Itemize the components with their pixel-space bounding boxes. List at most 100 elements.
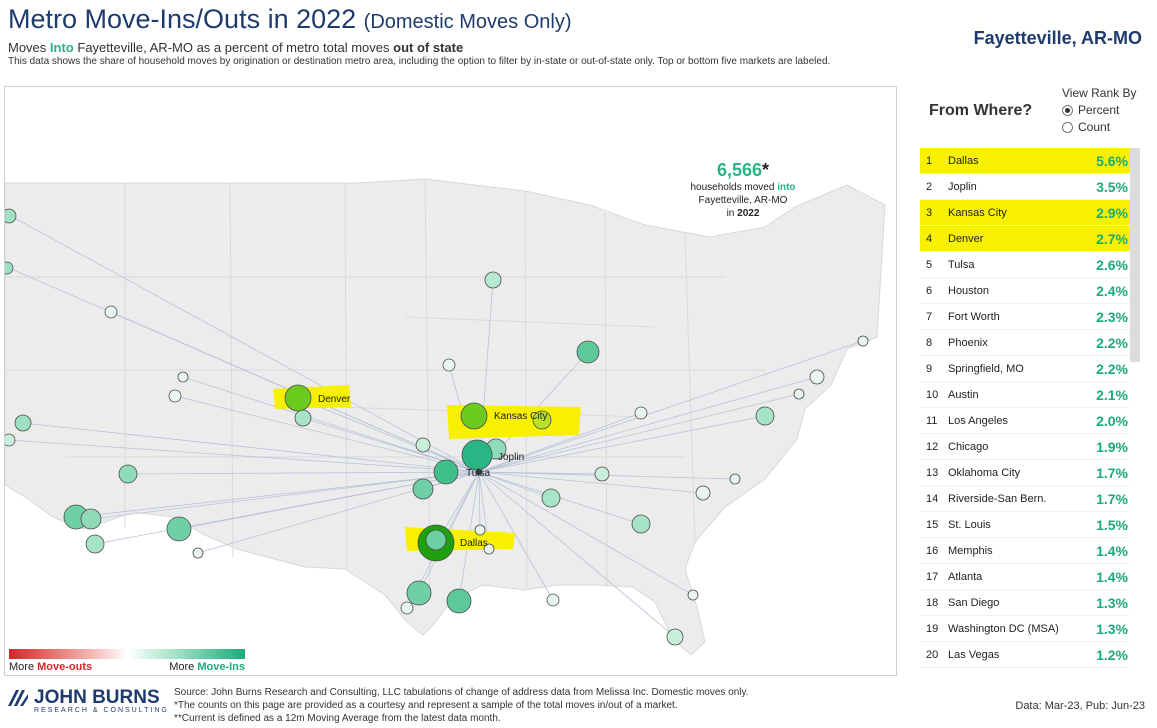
bubble[interactable] [474, 524, 486, 536]
legend-out-label: Move-outs [37, 661, 93, 673]
us-map[interactable]: Denver Kansas City Joplin Tulsa Dallas [5, 87, 898, 677]
rank-metro-name: Atlanta [948, 570, 983, 583]
rank-metro-name: Houston [948, 284, 989, 297]
bubble[interactable] [177, 371, 189, 383]
radio-percent[interactable] [1062, 104, 1073, 116]
rank-row[interactable]: 10 Austin 2.1% [920, 382, 1130, 408]
legend-in-label: Move-Ins [197, 661, 245, 673]
bubble[interactable] [546, 593, 560, 607]
color-legend: More Move-outs More Move-Ins [9, 649, 245, 673]
rank-number: 15 [926, 518, 939, 531]
header: Metro Move-Ins/Outs in 2022 (Domestic Mo… [8, 4, 1148, 68]
rank-metro-name: San Diego [948, 596, 1000, 609]
bubble[interactable] [755, 406, 775, 426]
bubble[interactable] [532, 410, 552, 430]
map-panel[interactable]: Denver Kansas City Joplin Tulsa Dallas 6… [4, 86, 897, 676]
bubble[interactable] [442, 358, 456, 372]
bubble-tulsa[interactable] [433, 459, 459, 485]
rank-row[interactable]: 14 Riverside-San Bern. 1.7% [920, 486, 1130, 512]
option-count[interactable]: Count [1062, 120, 1136, 134]
rank-number: 20 [926, 648, 939, 661]
rank-row[interactable]: 4 Denver 2.7% [920, 226, 1130, 252]
rank-row[interactable]: 11 Los Angeles 2.0% [920, 408, 1130, 434]
label-denver: Denver [318, 394, 351, 405]
rank-row[interactable]: 9 Springfield, MO 2.2% [920, 356, 1130, 382]
bubble[interactable] [168, 389, 182, 403]
rank-row[interactable]: 17 Atlanta 1.4% [920, 564, 1130, 590]
bubble-phoenix[interactable] [166, 516, 192, 542]
bubble[interactable] [192, 547, 204, 559]
rank-row[interactable]: 16 Memphis 1.4% [920, 538, 1130, 564]
rank-row[interactable]: 2 Joplin 3.5% [920, 174, 1130, 200]
rank-percent: 1.9% [1096, 438, 1128, 455]
bubble[interactable] [14, 414, 32, 432]
option-percent[interactable]: Percent [1062, 103, 1136, 117]
bubble[interactable] [729, 473, 741, 485]
bubble[interactable] [5, 208, 17, 224]
rank-list[interactable]: 1 Dallas 5.6% 2 Joplin 3.5% 3 Kansas City 2.9% 4 D… [920, 148, 1130, 668]
rank-percent: 3.5% [1096, 178, 1128, 195]
bubble[interactable] [857, 335, 869, 347]
rank-percent: 1.3% [1096, 594, 1128, 611]
bubble[interactable] [809, 369, 825, 385]
bubble[interactable] [118, 464, 138, 484]
rank-row[interactable]: 12 Chicago 1.9% [920, 434, 1130, 460]
bubble[interactable] [634, 406, 648, 420]
rank-row[interactable]: 3 Kansas City 2.9% [920, 200, 1130, 226]
rank-row[interactable]: 8 Phoenix 2.2% [920, 330, 1130, 356]
rank-percent: 2.0% [1096, 412, 1128, 429]
rank-row[interactable]: 5 Tulsa 2.6% [920, 252, 1130, 278]
rank-row[interactable]: 6 Houston 2.4% [920, 278, 1130, 304]
bubble[interactable] [85, 534, 105, 554]
bubble-chicago[interactable] [576, 340, 600, 364]
radio-count[interactable] [1062, 121, 1073, 133]
source-line1: Source: John Burns Research and Consulti… [174, 687, 749, 698]
rank-metro-name: Chicago [948, 440, 989, 453]
logo-line2: RESEARCH & CONSULTING [34, 707, 169, 714]
rank-row[interactable]: 7 Fort Worth 2.3% [920, 304, 1130, 330]
bubble[interactable] [5, 261, 14, 275]
rank-row[interactable]: 19 Washington DC (MSA) 1.3% [920, 616, 1130, 642]
bubble[interactable] [594, 466, 610, 482]
bubble-fort-worth[interactable] [425, 529, 447, 551]
bubble[interactable] [104, 305, 118, 319]
bubble-denver[interactable] [284, 384, 312, 412]
bubble[interactable] [541, 488, 561, 508]
bubble[interactable] [483, 543, 495, 555]
from-where-title: From Where? [929, 102, 1033, 119]
bubble[interactable] [484, 271, 502, 289]
label-tulsa: Tulsa [466, 468, 491, 479]
bubble-kansas-city[interactable] [460, 402, 488, 430]
us-landmass [5, 178, 886, 656]
rank-metro-name: Austin [948, 388, 979, 401]
scrollbar[interactable] [1130, 148, 1140, 362]
bubble[interactable] [400, 601, 414, 615]
callout-year: 2022 [737, 208, 760, 219]
rank-row[interactable]: 1 Dallas 5.6% [920, 148, 1130, 174]
rank-row[interactable]: 20 Las Vegas 1.2% [920, 642, 1130, 668]
bubble-okc[interactable] [412, 478, 434, 500]
rank-row[interactable]: 18 San Diego 1.3% [920, 590, 1130, 616]
page-title: Metro Move-Ins/Outs in 2022 (Domestic Mo… [8, 4, 1148, 35]
rank-number: 13 [926, 466, 939, 479]
rank-row[interactable]: 15 St. Louis 1.5% [920, 512, 1130, 538]
metro-bubbles[interactable] [5, 208, 869, 646]
bubble[interactable] [294, 409, 312, 427]
rank-row[interactable]: 13 Oklahoma City 1.7% [920, 460, 1130, 486]
bubble[interactable] [631, 514, 651, 534]
bubble[interactable] [415, 437, 431, 453]
bubble[interactable] [5, 433, 16, 447]
footer: JOHN BURNS RESEARCH & CONSULTING Source:… [0, 684, 1157, 728]
bubble-joplin[interactable] [461, 439, 493, 471]
rank-metro-name: Oklahoma City [948, 466, 1021, 479]
bubble[interactable] [666, 628, 684, 646]
bubble-austin[interactable] [446, 588, 472, 614]
bubble[interactable] [80, 508, 102, 530]
title-suffix: (Domestic Moves Only) [363, 11, 572, 33]
bubble[interactable] [793, 388, 805, 400]
bubble-houston[interactable] [406, 580, 432, 606]
rank-number: 9 [926, 362, 933, 375]
bubble[interactable] [695, 485, 711, 501]
view-rank-by: View Rank By Percent Count [1062, 86, 1136, 134]
bubble[interactable] [687, 589, 699, 601]
